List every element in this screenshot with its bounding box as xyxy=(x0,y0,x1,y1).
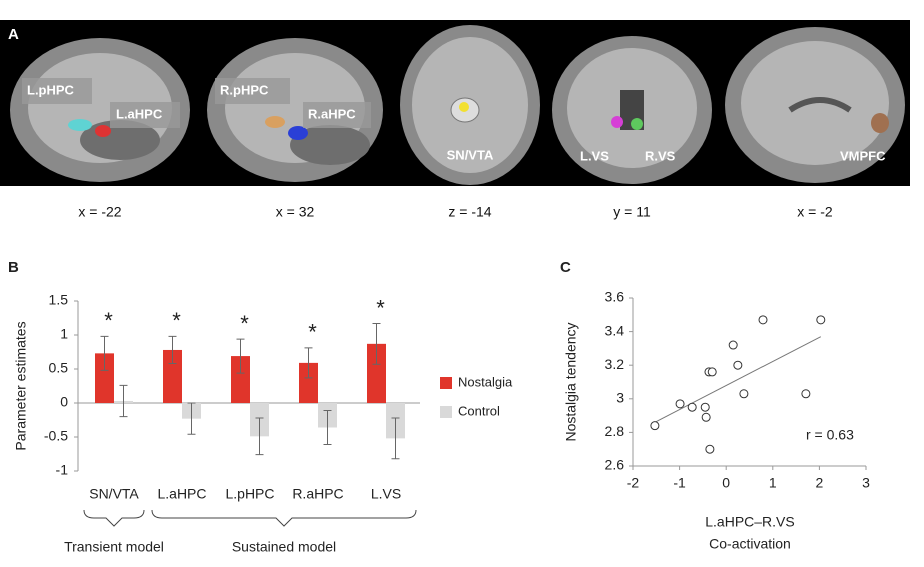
x-tick-label: R.aHPC xyxy=(292,486,343,502)
group-bracket xyxy=(151,509,417,527)
x-tick-label: L.pHPC xyxy=(225,486,274,502)
data-point xyxy=(650,421,660,431)
roi-label: R.aHPC xyxy=(308,106,356,121)
x-tick-label: -1 xyxy=(673,475,686,491)
brain-image xyxy=(552,36,712,184)
slice-coordinate: x = 32 xyxy=(276,204,315,220)
x-axis-label: L.aHPC–R.VS xyxy=(705,514,794,530)
group-label: Sustained model xyxy=(232,539,336,555)
data-point xyxy=(758,315,768,325)
error-bar xyxy=(304,347,313,379)
data-point xyxy=(733,360,743,370)
legend-label: Nostalgia xyxy=(458,374,513,389)
error-bar xyxy=(255,417,264,456)
error-bar xyxy=(323,409,332,445)
error-bar xyxy=(236,338,245,374)
brain-image xyxy=(400,25,540,185)
error-bar xyxy=(168,335,177,365)
error-bar xyxy=(391,417,400,460)
data-point xyxy=(707,367,717,377)
data-point xyxy=(700,402,710,412)
bar xyxy=(299,362,318,403)
x-tick-label: 0 xyxy=(722,475,730,491)
x-tick-label: -2 xyxy=(627,475,640,491)
y-axis-label: Nostalgia tendency xyxy=(563,322,579,441)
y-tick-label: 0 xyxy=(60,394,68,410)
x-axis-label: Co-activation xyxy=(709,536,791,552)
panel-label: A xyxy=(8,26,19,43)
panel-label: B xyxy=(8,259,19,276)
slice-coordinate: x = -22 xyxy=(78,204,121,220)
panel-label: C xyxy=(560,259,571,276)
group-label: Transient model xyxy=(64,539,164,555)
group-bracket xyxy=(83,509,145,527)
legend-swatch xyxy=(440,406,452,418)
y-tick-label: 3 xyxy=(616,390,624,406)
significance-marker: * xyxy=(172,308,181,333)
y-tick-label: 2.8 xyxy=(605,423,625,439)
slice-coordinate: x = -2 xyxy=(797,204,833,220)
bar xyxy=(367,343,386,403)
y-axis-label: Parameter estimates xyxy=(13,321,29,450)
roi-label: L.VS xyxy=(580,148,609,163)
significance-marker: * xyxy=(308,320,317,345)
data-point xyxy=(728,340,738,350)
x-tick-label: L.aHPC xyxy=(157,486,206,502)
slice-coordinate: z = -14 xyxy=(448,204,491,220)
y-tick-label: 2.6 xyxy=(605,457,625,473)
x-tick-label: SN/VTA xyxy=(89,486,139,502)
slice-coordinate: y = 11 xyxy=(613,204,651,220)
y-tick-label: -0.5 xyxy=(44,428,68,444)
x-tick-label: 1 xyxy=(769,475,777,491)
roi-label: SN/VTA xyxy=(447,147,494,162)
brain-image xyxy=(10,38,190,182)
brain-image xyxy=(207,38,383,182)
roi-label: L.pHPC xyxy=(27,82,75,97)
legend-swatch xyxy=(440,377,452,389)
roi-label: R.VS xyxy=(645,148,676,163)
significance-marker: * xyxy=(240,311,249,336)
y-tick-label: 3.2 xyxy=(605,356,625,372)
data-point xyxy=(801,389,811,399)
data-point xyxy=(739,389,749,399)
error-bar xyxy=(187,402,196,435)
bar xyxy=(163,349,182,403)
bar xyxy=(95,353,114,403)
error-bar xyxy=(119,384,128,418)
data-point xyxy=(701,412,711,422)
y-tick-label: 1 xyxy=(60,326,68,342)
data-point xyxy=(687,402,697,412)
trend-line xyxy=(654,336,822,423)
data-point xyxy=(705,444,715,454)
data-point xyxy=(816,315,826,325)
significance-marker: * xyxy=(376,295,385,320)
legend-label: Control xyxy=(458,403,500,418)
y-tick-label: 3.6 xyxy=(605,289,625,305)
roi-label: L.aHPC xyxy=(116,106,163,121)
y-tick-label: 3.4 xyxy=(605,322,625,338)
brain-image xyxy=(725,27,905,183)
x-tick-label: 3 xyxy=(862,475,870,491)
correlation-annotation: r = 0.63 xyxy=(806,427,854,443)
y-tick-label: -1 xyxy=(56,462,69,478)
bar xyxy=(231,356,250,403)
roi-label: R.pHPC xyxy=(220,82,269,97)
y-tick-label: 1.5 xyxy=(49,292,69,308)
error-bar xyxy=(100,335,109,371)
roi-label: VMPFC xyxy=(840,148,886,163)
x-tick-label: L.VS xyxy=(371,486,401,502)
y-tick-label: 0.5 xyxy=(49,360,69,376)
data-point xyxy=(675,399,685,409)
x-tick-label: 2 xyxy=(816,475,824,491)
significance-marker: * xyxy=(104,308,113,333)
error-bar xyxy=(372,322,381,365)
